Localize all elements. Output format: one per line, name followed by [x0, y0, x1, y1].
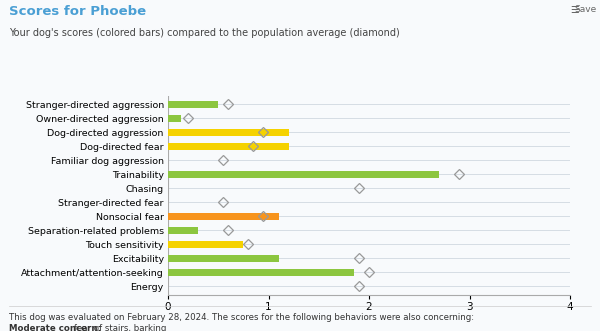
- Bar: [168, 171, 439, 178]
- Text: Your dog's scores (colored bars) compared to the population average (diamond): Your dog's scores (colored bars) compare…: [9, 28, 400, 38]
- Text: This dog was evaluated on February 28, 2024. The scores for the following behavi: This dog was evaluated on February 28, 2…: [9, 313, 474, 322]
- Bar: [168, 115, 181, 122]
- Bar: [168, 101, 218, 108]
- Bar: [168, 255, 278, 262]
- Text: ☰: ☰: [570, 5, 579, 15]
- Text: fear of stairs, barking: fear of stairs, barking: [71, 324, 166, 331]
- Bar: [168, 213, 278, 220]
- Bar: [168, 227, 198, 234]
- Bar: [168, 129, 289, 136]
- Text: Scores for Phoebe: Scores for Phoebe: [9, 5, 146, 18]
- Bar: [168, 143, 289, 150]
- Bar: [168, 241, 244, 248]
- Text: Moderate concern:: Moderate concern:: [9, 324, 101, 331]
- Bar: [168, 268, 354, 276]
- Text: Save: Save: [575, 5, 597, 14]
